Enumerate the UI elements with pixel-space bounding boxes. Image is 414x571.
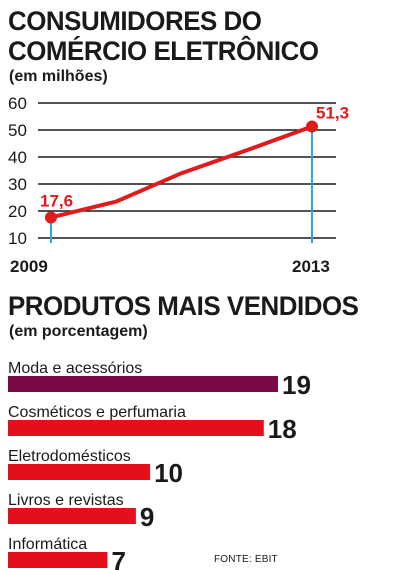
bar-chart-subtitle: (em porcentagem) [9, 323, 148, 340]
point-label-start: 17,6 [40, 191, 73, 210]
line-chart-title: CONSUMIDORES DO COMÉRCIO ELETRÔNICO [8, 6, 319, 66]
source-note: FONTE: EBIT [214, 554, 278, 565]
data-point [45, 211, 57, 224]
data-point [306, 120, 318, 133]
bar [8, 464, 151, 480]
value-label: 18 [268, 414, 297, 444]
category-label: Eletrodomésticos [8, 448, 131, 465]
y-tick-label: 60 [8, 94, 27, 113]
y-tick-label: 30 [8, 175, 27, 194]
line-chart: 10 20 30 40 50 60 17,6 51,3 2009 2013 [8, 94, 349, 276]
value-label: 7 [111, 546, 125, 571]
value-label: 9 [140, 502, 154, 532]
value-label: 10 [154, 458, 183, 488]
bar [8, 420, 264, 436]
x-label-start: 2009 [10, 257, 48, 276]
line-chart-subtitle: (em milhões) [9, 68, 108, 85]
y-tick-label: 10 [8, 229, 27, 248]
y-tick-label: 50 [8, 121, 27, 140]
category-label: Moda e acessórios [8, 360, 142, 377]
y-tick-label: 20 [8, 202, 27, 221]
bar [8, 376, 278, 392]
series-line [50, 124, 313, 220]
y-tick-label: 40 [8, 148, 27, 167]
bar-chart: Moda e acessórios 19 Cosméticos e perfumar… [8, 360, 311, 571]
category-label: Cosméticos e perfumaria [8, 404, 186, 421]
category-label: Informática [8, 536, 87, 553]
bar-chart-title: PRODUTOS MAIS VENDIDOS [8, 291, 359, 321]
x-label-end: 2013 [292, 257, 330, 276]
point-label-end: 51,3 [316, 103, 349, 122]
bar [8, 552, 108, 568]
category-label: Livros e revistas [8, 492, 124, 509]
bar [8, 508, 136, 524]
value-label: 19 [282, 370, 311, 400]
